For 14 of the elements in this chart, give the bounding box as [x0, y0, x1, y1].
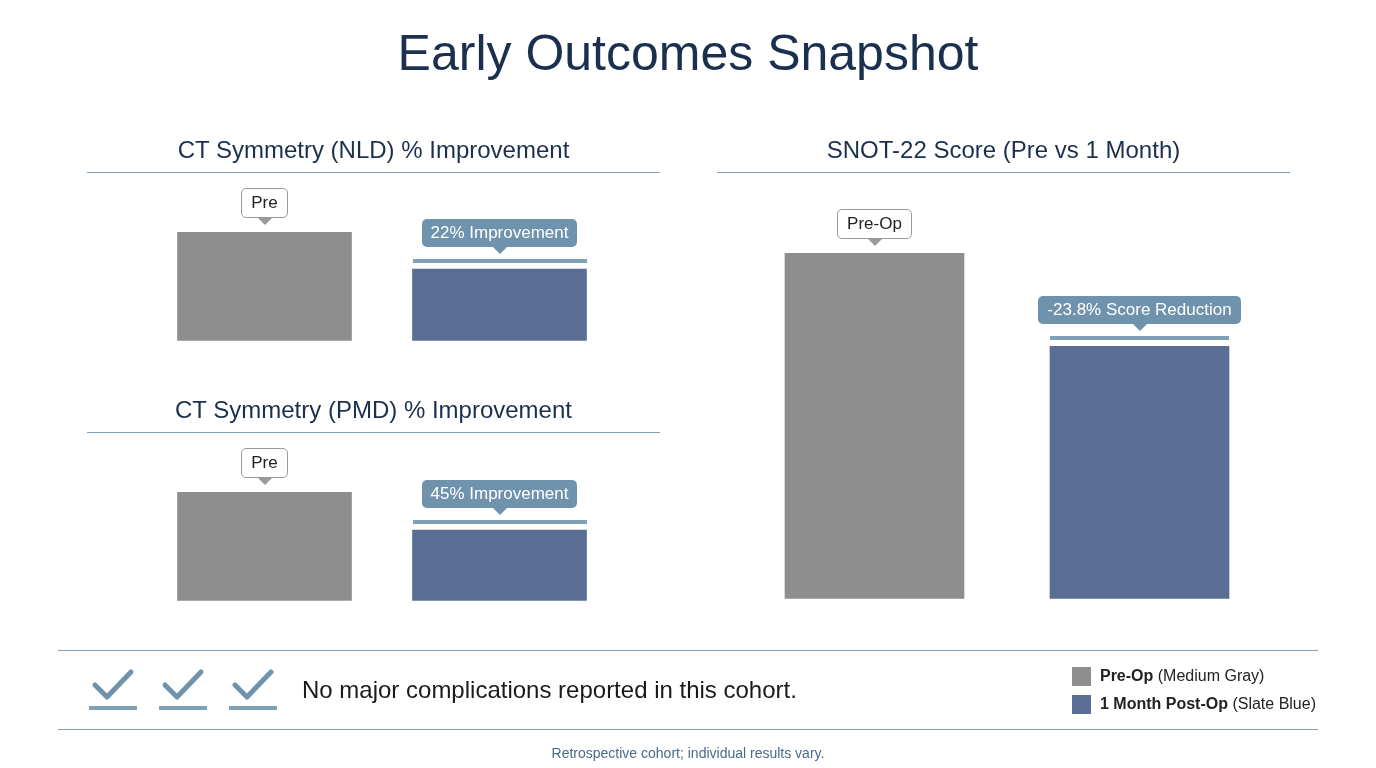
- chart-title: CT Symmetry (NLD) % Improvement: [176, 136, 571, 164]
- chart-title: SNOT-22 Score (Pre vs 1 Month): [825, 136, 1182, 164]
- callout-tag: Pre-Op: [785, 209, 964, 249]
- chart-title: CT Symmetry (PMD) % Improvement: [174, 396, 573, 424]
- legend-label: 1 Month Post-Op (Slate Blue): [1099, 695, 1316, 712]
- annotation: -23.8% Score Reduction: [1038, 296, 1241, 325]
- annotation: 22% Improvement: [421, 218, 578, 247]
- text: Retrospective cohort; individual results vary.: [550, 745, 826, 761]
- legend-label: Pre-Op (Medium Gray): [1099, 667, 1265, 684]
- text: Early Outcomes Snapshot: [396, 24, 980, 82]
- annotation: 45% Improvement: [421, 480, 578, 509]
- callout-tag: Pre: [177, 188, 352, 228]
- text: No major complications reported in this cohort.: [302, 676, 797, 704]
- callout-tag: Pre: [177, 448, 352, 488]
